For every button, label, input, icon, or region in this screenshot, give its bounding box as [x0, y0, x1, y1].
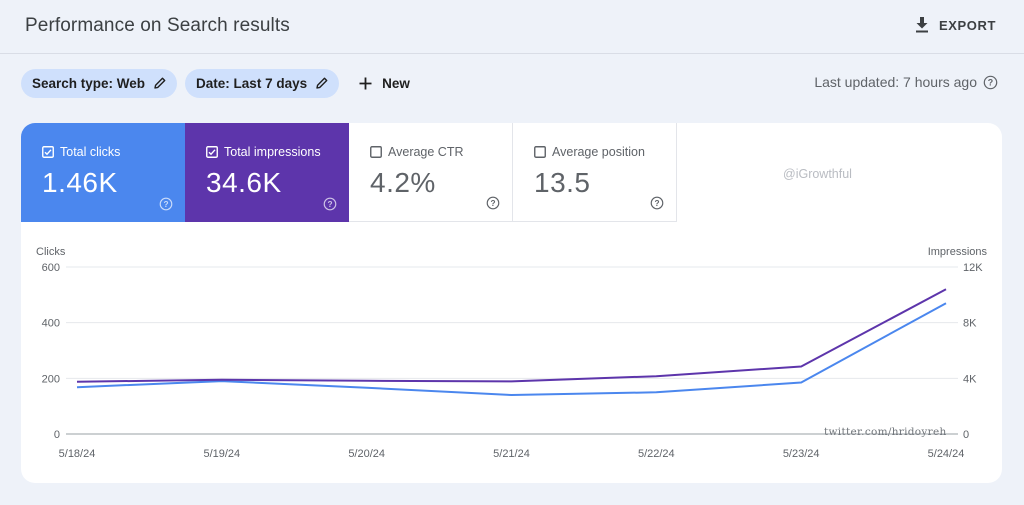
watermark-handle: @iGrowthful [783, 167, 852, 181]
right-axis-tick-label: 4K [963, 373, 977, 385]
metric-average-ctr[interactable]: Average CTR 4.2% ? [349, 123, 513, 222]
edit-pencil-icon [316, 77, 328, 89]
svg-text:?: ? [654, 198, 659, 208]
clicks-line [76, 302, 947, 396]
help-icon[interactable]: ? [323, 197, 337, 211]
svg-text:?: ? [490, 198, 495, 208]
search-type-filter[interactable]: Search type: Web [21, 68, 178, 98]
checkbox-checked-icon[interactable] [42, 146, 54, 158]
new-filter-label: New [382, 75, 410, 91]
x-axis-tick-label: 5/21/24 [493, 448, 530, 460]
metric-label: Total impressions [224, 145, 321, 159]
right-axis-tick-label: 12K [963, 262, 983, 274]
metric-value: 13.5 [534, 167, 591, 198]
metric-label: Average CTR [388, 145, 464, 159]
filter-bar: Search type: Web Date: Last 7 days New [21, 68, 410, 98]
metric-value: 34.6K [206, 167, 282, 198]
download-icon [915, 17, 928, 33]
metric-label-row: Total clicks [42, 145, 120, 159]
right-axis-title: Impressions [928, 246, 988, 258]
left-axis-tick-label: 400 [42, 318, 60, 330]
watermark-twitter: twitter.com/hridoyreh [824, 426, 947, 438]
checkbox-checked-icon[interactable] [206, 146, 218, 158]
metric-label: Average position [552, 145, 645, 159]
metric-label-row: Total impressions [206, 145, 321, 159]
left-axis-tick-label: 600 [42, 262, 60, 274]
x-axis-tick-label: 5/19/24 [203, 448, 240, 460]
performance-card: Total clicks 1.46K ? Total impressions 3… [21, 123, 1002, 483]
help-icon[interactable]: ? [159, 197, 173, 211]
svg-text:?: ? [327, 199, 332, 209]
metric-total-impressions[interactable]: Total impressions 34.6K ? [185, 123, 349, 222]
left-axis-title: Clicks [36, 246, 66, 258]
x-axis-tick-label: 5/24/24 [928, 448, 965, 460]
metric-average-position[interactable]: Average position 13.5 ? [513, 123, 677, 222]
edit-pencil-icon [154, 77, 166, 89]
metric-total-clicks[interactable]: Total clicks 1.46K ? [21, 123, 185, 222]
x-axis-tick-label: 5/20/24 [348, 448, 385, 460]
checkbox-unchecked-icon[interactable] [534, 146, 546, 158]
left-axis-tick-label: 0 [54, 429, 60, 441]
help-icon[interactable]: ? [486, 196, 500, 210]
help-icon[interactable]: ? [983, 75, 998, 90]
date-filter-label: Date: Last 7 days [196, 75, 308, 91]
page-title: Performance on Search results [25, 15, 290, 36]
plus-icon [359, 77, 372, 89]
metric-label-row: Average position [534, 145, 645, 159]
left-axis-tick-label: 200 [42, 373, 60, 385]
impressions-line [76, 288, 947, 383]
export-button[interactable]: EXPORT [915, 12, 996, 38]
svg-text:?: ? [988, 77, 993, 87]
metric-value: 1.46K [42, 167, 118, 198]
metric-label: Total clicks [60, 145, 121, 159]
right-axis-tick-label: 8K [963, 318, 977, 330]
page-header: Performance on Search results EXPORT [0, 0, 1024, 54]
metric-value: 4.2% [370, 167, 436, 198]
search-type-label: Search type: Web [32, 75, 146, 91]
help-icon[interactable]: ? [650, 196, 664, 210]
x-axis-tick-label: 5/23/24 [783, 448, 820, 460]
export-label: EXPORT [938, 17, 996, 33]
x-axis-tick-label: 5/18/24 [59, 448, 96, 460]
metric-label-row: Average CTR [370, 145, 464, 159]
new-filter-button[interactable]: New [359, 76, 410, 91]
checkbox-unchecked-icon[interactable] [370, 146, 382, 158]
svg-text:?: ? [163, 199, 168, 209]
right-axis-tick-label: 0 [963, 429, 969, 441]
last-updated: Last updated: 7 hours ago ? [814, 74, 998, 90]
last-updated-text: Last updated: 7 hours ago [814, 74, 977, 90]
x-axis-tick-label: 5/22/24 [638, 448, 675, 460]
date-filter[interactable]: Date: Last 7 days [185, 68, 340, 98]
performance-chart: 0 0 200 4K 400 8K 600 12K Clicks Impressions 5/18/… [36, 246, 988, 460]
